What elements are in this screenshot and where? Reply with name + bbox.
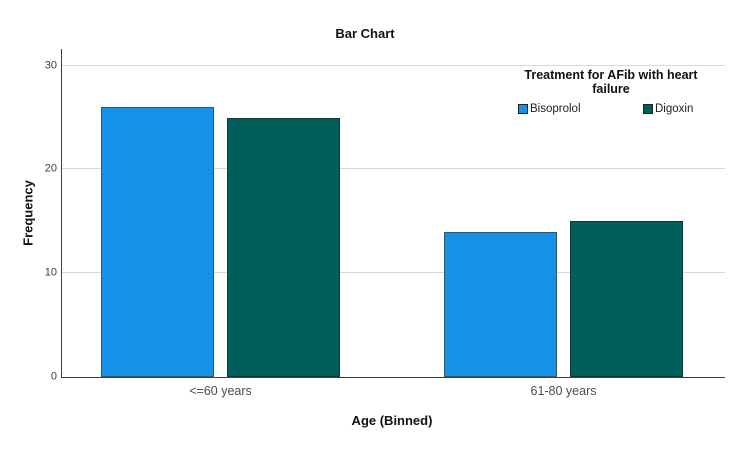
legend-swatch-icon <box>643 104 653 114</box>
y-tick-label: 0 <box>50 370 57 383</box>
x-tick-label: <=60 years <box>189 384 252 398</box>
bar-bisoprolol <box>444 231 557 377</box>
y-tick-label: 10 <box>44 266 57 279</box>
legend-item-digoxin: Digoxin <box>643 103 693 115</box>
bar-digoxin <box>570 221 683 377</box>
bar-bisoprolol <box>101 107 214 377</box>
gridline <box>62 64 725 66</box>
legend-title: Treatment for AFib with heart failure <box>524 68 698 96</box>
bar-group <box>444 49 683 377</box>
bar-digoxin <box>227 117 340 377</box>
legend-item-label: Digoxin <box>655 103 694 115</box>
chart-title: Bar Chart <box>335 26 395 41</box>
legend-item-bisoprolol: Bisoprolol <box>518 103 581 115</box>
legend-items: Bisoprolol Digoxin <box>505 103 717 117</box>
y-axis-title: Frequency <box>20 180 36 246</box>
gridline <box>62 168 725 170</box>
y-tick-label: 30 <box>44 59 57 72</box>
legend-item-label: Bisoprolol <box>530 103 581 115</box>
bar-group <box>101 49 340 377</box>
legend-swatch-icon <box>518 104 528 114</box>
x-tick-label: 61-80 years <box>530 384 597 398</box>
gridline <box>62 272 725 274</box>
x-axis-title: Age (Binned) <box>351 413 433 428</box>
y-tick-label: 20 <box>44 162 57 175</box>
legend: Treatment for AFib with heart failure Bi… <box>505 68 717 117</box>
plot-area: 0 10 20 30 <=60 years 61-80 years <box>45 49 725 398</box>
